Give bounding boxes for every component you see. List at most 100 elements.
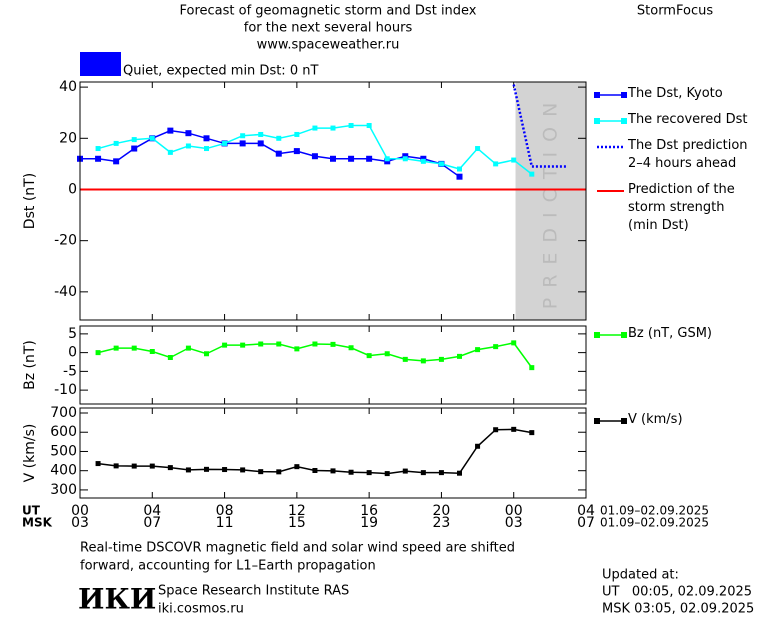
plot-frame	[79, 407, 587, 499]
y-tick-label: 0	[68, 181, 77, 197]
x-tick-label: 16	[360, 503, 378, 519]
plot-frame	[79, 81, 587, 321]
data-point	[493, 427, 499, 433]
updated-label: Updated at:	[602, 568, 679, 583]
data-point	[239, 140, 246, 147]
data-point	[457, 166, 462, 172]
legend-label: Prediction of the storm strength (min Ds…	[628, 182, 735, 233]
data-point	[185, 130, 192, 137]
data-point	[222, 140, 228, 146]
data-point	[330, 125, 336, 131]
y-tick-label: -20	[54, 233, 77, 249]
band-label: PREDICTION	[539, 93, 561, 310]
data-point	[420, 158, 426, 164]
y-tick-label: 40	[59, 79, 77, 95]
data-point	[131, 145, 138, 152]
legend-marker	[621, 418, 627, 424]
data-point	[511, 340, 517, 346]
data-point	[529, 365, 535, 371]
data-point	[384, 158, 391, 165]
data-point	[149, 349, 155, 354]
x-tick-label: 03	[505, 515, 523, 531]
y-tick-label: 600	[50, 424, 77, 440]
y-tick-label: -5	[63, 363, 77, 379]
x-tick-label: 03	[71, 515, 89, 531]
data-point	[529, 430, 535, 436]
x-tick-label: 11	[216, 515, 234, 531]
y-tick-label: 20	[59, 130, 77, 146]
data-point	[149, 463, 155, 469]
logo: ИКИ	[78, 583, 156, 616]
legend-marker	[621, 118, 627, 124]
data-point	[366, 353, 372, 359]
data-point	[511, 426, 517, 432]
data-point	[402, 156, 408, 162]
data-point	[275, 150, 282, 157]
data-point	[167, 465, 173, 471]
data-point	[204, 146, 209, 152]
title: Forecast of geomagnetic storm and Dst in…	[179, 4, 476, 19]
data-point	[185, 143, 191, 149]
subtitle: for the next several hours	[244, 21, 413, 36]
data-point	[420, 358, 426, 364]
x-tick-label: 23	[433, 515, 451, 531]
url: www.spaceweather.ru	[257, 38, 400, 53]
data-point	[348, 123, 354, 129]
data-point	[384, 351, 390, 357]
institute: Space Research Institute RAS	[158, 584, 349, 599]
y-tick-label: 700	[50, 405, 77, 421]
status-text: Quiet, expected min Dst: 0 nT	[123, 64, 318, 79]
plot-frame	[79, 325, 587, 405]
data-point	[204, 351, 209, 357]
data-point	[293, 148, 300, 155]
y-tick-label: 500	[50, 443, 77, 459]
data-point	[348, 155, 355, 162]
y-tick-label: 5	[68, 326, 77, 342]
y-tick-label: -10	[54, 382, 77, 398]
data-point	[294, 346, 300, 352]
data-point	[240, 133, 246, 139]
data-point	[240, 342, 246, 348]
legend-label: The Dst prediction 2–4 hours ahead	[628, 138, 748, 171]
data-point	[167, 149, 173, 155]
data-point	[457, 470, 462, 476]
data-point	[95, 461, 101, 467]
series-line	[97, 124, 533, 175]
y-tick-label: -40	[54, 284, 77, 300]
data-point	[240, 467, 246, 473]
legend-label: The Dst, Kyoto	[628, 86, 723, 101]
data-point	[167, 127, 174, 134]
legend-label: Bz (nT, GSM)	[628, 326, 713, 341]
data-point	[529, 171, 535, 177]
data-point	[457, 353, 462, 359]
data-point	[493, 344, 499, 350]
x-tick-label: 04	[143, 503, 161, 519]
data-point	[294, 464, 300, 470]
data-point	[366, 123, 372, 129]
data-point	[348, 345, 354, 351]
data-point	[204, 466, 209, 472]
data-point	[366, 155, 373, 162]
data-point	[276, 469, 282, 475]
data-point	[384, 471, 390, 477]
data-point	[348, 469, 354, 475]
data-point	[312, 468, 318, 473]
y-tick-label: 0	[68, 345, 77, 361]
data-point	[167, 355, 173, 360]
status-swatch	[80, 52, 121, 76]
x-tick-label: 07	[143, 515, 161, 531]
data-point	[258, 469, 264, 475]
data-point	[330, 468, 336, 474]
data-point	[203, 135, 210, 142]
x-row-name: MSK	[22, 516, 53, 530]
data-point	[475, 443, 481, 449]
data-point	[384, 156, 390, 162]
data-point	[475, 146, 481, 152]
data-point	[493, 161, 499, 167]
legend-marker	[621, 332, 627, 338]
data-point	[366, 470, 372, 476]
data-point	[311, 153, 318, 160]
data-point	[276, 135, 282, 141]
